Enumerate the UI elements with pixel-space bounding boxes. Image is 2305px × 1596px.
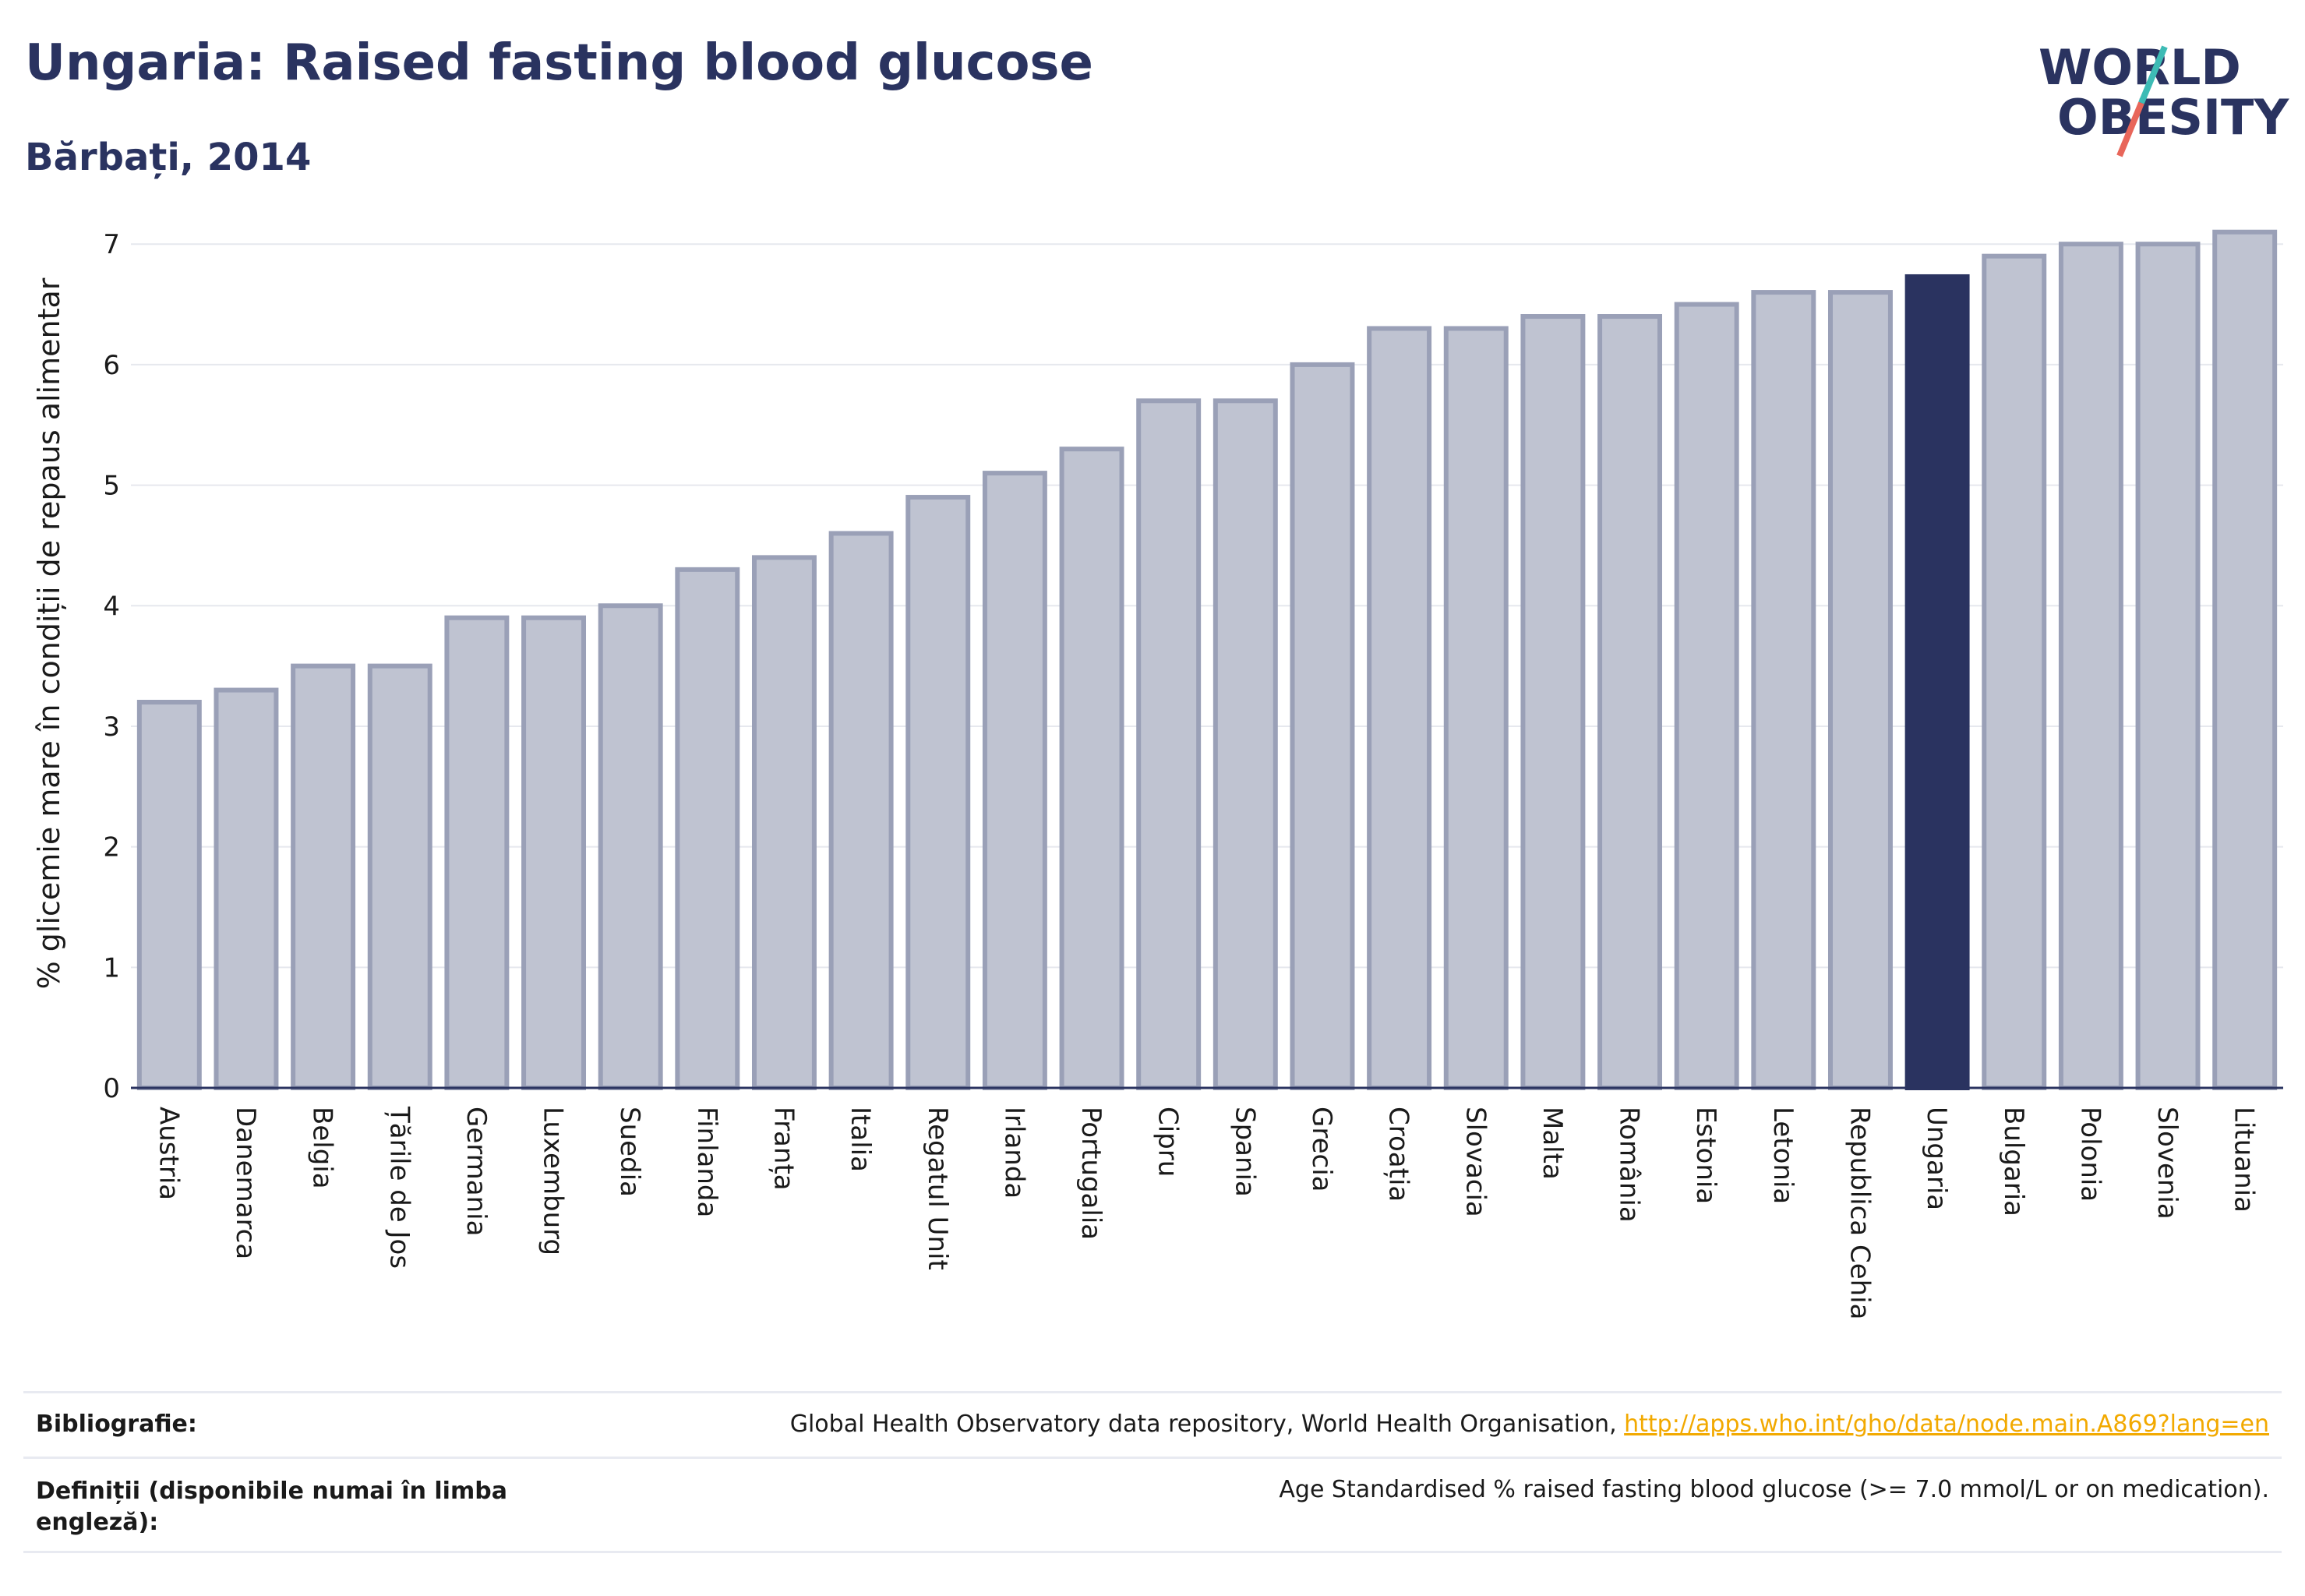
bar-belgia	[291, 663, 356, 1090]
bar-germania	[444, 615, 510, 1090]
x-tick-label: Țările de Jos	[383, 1106, 415, 1269]
bar-luxemburg	[521, 615, 587, 1090]
x-tick-label: Italia	[845, 1107, 876, 1172]
bar-lituania	[2212, 229, 2278, 1090]
y-axis-ticks: 0 1 2 3 4 5 6 7	[103, 229, 120, 1104]
x-tick-label: Suedia	[614, 1107, 645, 1197]
bar-românia	[1597, 314, 1663, 1090]
definitions-text: Age Standardised % raised fasting blood …	[1279, 1476, 2269, 1503]
bar-bulgaria	[1982, 253, 2047, 1090]
bar-croația	[1367, 326, 1432, 1090]
y-tick-label: 0	[103, 1073, 120, 1104]
x-tick-label: Belgia	[307, 1107, 338, 1189]
x-tick-label: Slovacia	[1460, 1107, 1491, 1217]
bar-ungaria	[1904, 274, 1970, 1091]
bar-polonia	[2058, 242, 2123, 1091]
chart-subtitle: Bărbați, 2014	[25, 136, 312, 179]
x-tick-label: Croația	[1383, 1107, 1414, 1202]
x-axis-labels: Austria Danemarca Belgia Țările de Jos Germa…	[153, 1106, 2259, 1319]
bibliography-row: Bibliografie: Global Health Observatory …	[23, 1391, 2282, 1457]
x-tick-label: Cipru	[1152, 1107, 1184, 1177]
bar-slovenia	[2135, 242, 2201, 1091]
bar-estonia	[1674, 302, 1739, 1090]
bibliography-text: Global Health Observatory data repositor…	[789, 1411, 1625, 1438]
bar-spania	[1213, 398, 1278, 1090]
x-tick-label: Slovenia	[2151, 1107, 2183, 1220]
bar-austria	[136, 700, 202, 1091]
bar-suedia	[598, 603, 663, 1090]
bar-republica-cehia	[1827, 290, 1893, 1091]
bar-slovacia	[1443, 326, 1509, 1090]
x-tick-label: Irlanda	[998, 1107, 1029, 1199]
footer-table: Bibliografie: Global Health Observatory …	[23, 1391, 2282, 1553]
definitions-label: Definiții (disponibile numai în limba en…	[36, 1478, 507, 1536]
x-tick-label: Bulgaria	[1998, 1107, 2029, 1216]
x-tick-label: Polonia	[2074, 1107, 2106, 1202]
x-tick-label: Ungaria	[1921, 1107, 1952, 1210]
x-tick-label: Spania	[1229, 1107, 1260, 1197]
bar-cipru	[1136, 398, 1202, 1090]
x-tick-label: Portugalia	[1075, 1107, 1107, 1240]
bar-irlanda	[982, 471, 1047, 1090]
x-tick-label: Austria	[153, 1107, 184, 1200]
y-axis-label: % glicemie mare în condiții de repaus al…	[32, 277, 66, 989]
x-tick-label: Finlanda	[691, 1107, 722, 1217]
x-tick-label: Lituania	[2229, 1107, 2260, 1213]
svg-text:OBESITY: OBESITY	[2057, 89, 2289, 146]
bar-malta	[1520, 314, 1586, 1090]
y-tick-label: 1	[103, 952, 120, 983]
y-tick-label: 6	[103, 350, 120, 381]
y-tick-label: 5	[103, 471, 120, 502]
bar-franța	[751, 555, 817, 1090]
bar-regatul-unit	[905, 495, 971, 1090]
chart-title: Ungaria: Raised fasting blood glucose	[25, 34, 1093, 92]
y-tick-label: 3	[103, 711, 120, 743]
x-tick-label: Germania	[461, 1107, 492, 1236]
x-tick-label: Franța	[768, 1107, 799, 1191]
bar-grecia	[1290, 362, 1355, 1090]
svg-text:WORLD: WORLD	[2038, 39, 2241, 96]
bar-chart: 0 1 2 3 4 5 6 7 Austria Danemarca Belgia Țările de…	[32, 229, 2283, 1319]
x-tick-label: Danemarca	[230, 1107, 261, 1259]
x-tick-label: Estonia	[1690, 1107, 1721, 1204]
bar-finlanda	[675, 567, 740, 1090]
x-tick-label: Letonia	[1767, 1107, 1798, 1204]
x-tick-label: România	[1614, 1107, 1645, 1223]
y-tick-label: 2	[103, 832, 120, 863]
x-tick-label: Malta	[1537, 1107, 1568, 1180]
x-tick-label: Grecia	[1306, 1107, 1337, 1192]
world-obesity-logo: WORLD OBESITY	[2038, 39, 2289, 157]
bibliography-link[interactable]: http://apps.who.int/gho/data/node.main.A…	[1624, 1411, 2269, 1438]
bar-țările-de-jos	[367, 663, 432, 1090]
bibliography-value: Global Health Observatory data repositor…	[790, 1411, 2269, 1438]
bar-letonia	[1751, 290, 1816, 1091]
y-tick-label: 7	[103, 229, 120, 260]
definitions-row: Definiții (disponibile numai în limba en…	[23, 1457, 2282, 1553]
x-tick-label: Luxemburg	[538, 1107, 569, 1255]
bar-italia	[828, 531, 894, 1090]
bibliography-label: Bibliografie:	[36, 1411, 197, 1438]
bar-portugalia	[1059, 447, 1124, 1090]
y-tick-label: 4	[103, 591, 120, 622]
bars	[136, 229, 2278, 1091]
bar-danemarca	[214, 687, 279, 1090]
x-tick-label: Regatul Unit	[922, 1107, 953, 1270]
x-tick-label: Republica Cehia	[1844, 1107, 1875, 1319]
